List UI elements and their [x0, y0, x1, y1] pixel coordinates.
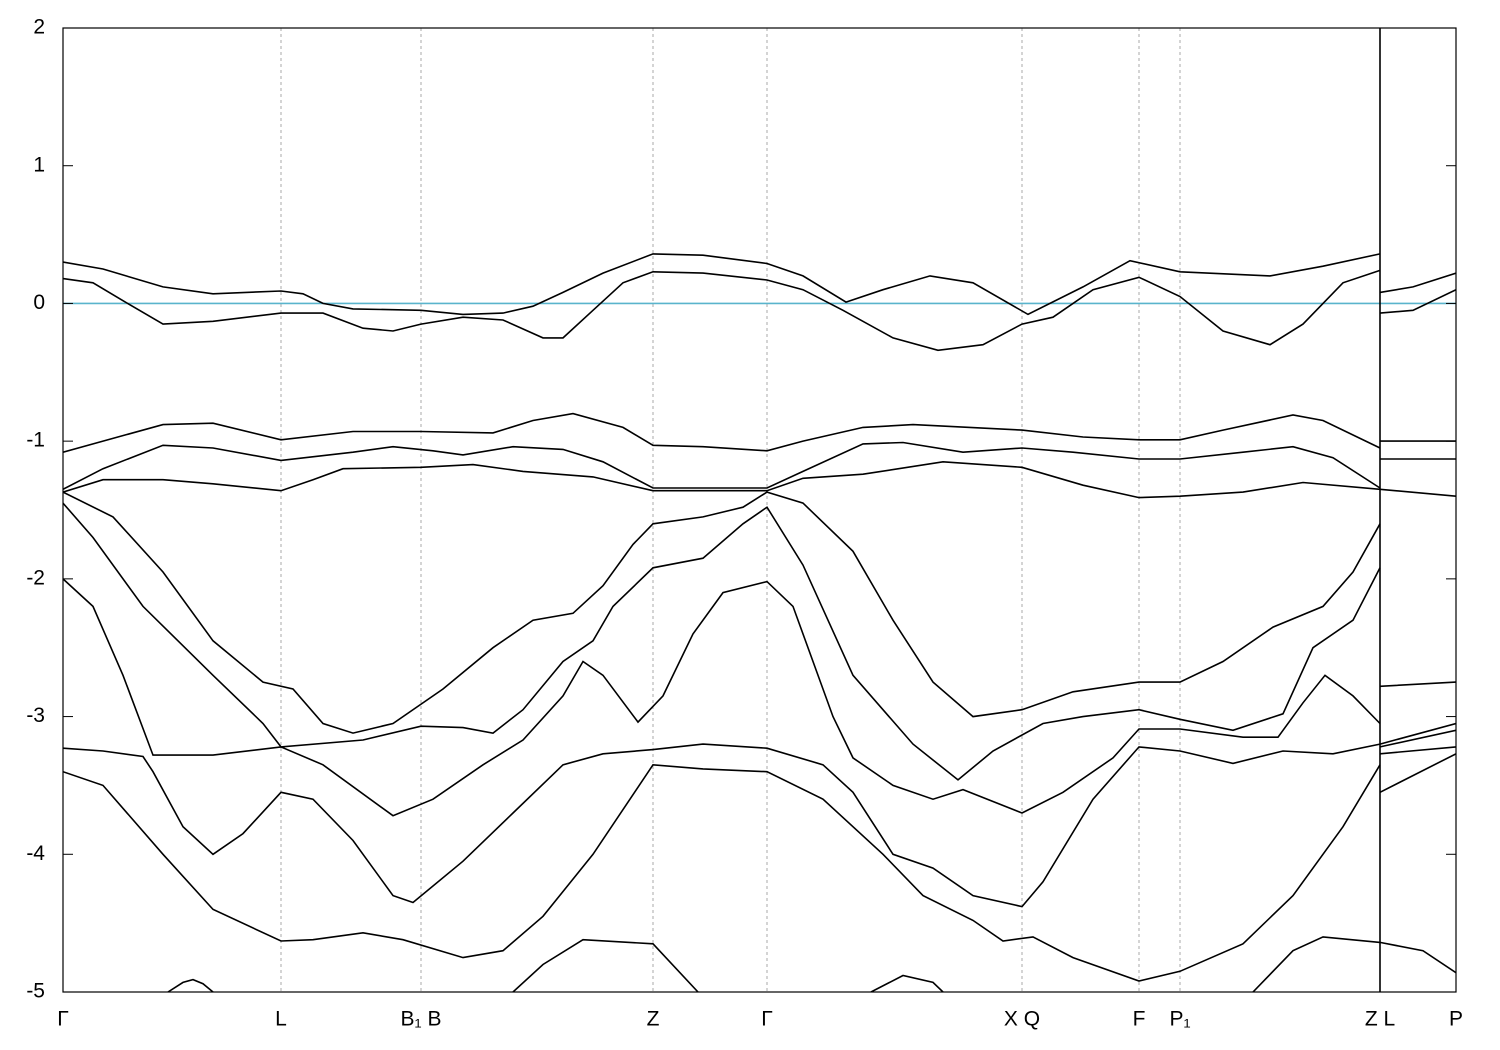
- y-tick-label: 1: [33, 153, 45, 176]
- y-tick-label: 0: [33, 291, 45, 314]
- x-tick-label: X Q: [1004, 1008, 1040, 1031]
- x-tick-label: P₁: [1169, 1008, 1190, 1031]
- plot-frame: [62, 27, 1457, 993]
- band-line: [870, 974, 944, 992]
- band-line: [63, 578, 1456, 817]
- band-line: [63, 460, 1456, 499]
- band-line: [63, 441, 1456, 491]
- y-tick-label: -1: [26, 429, 45, 452]
- x-tick-label: P: [1449, 1008, 1463, 1031]
- axis-layer: Γ L B₁ B Z Γ X Q F P₁ Z L P 2 1 0 -1 -2 -3 -4 -5: [26, 16, 1463, 1031]
- x-tick-label: B₁ B: [401, 1008, 442, 1031]
- x-tick-label: F: [1133, 1008, 1146, 1031]
- band-line: [63, 491, 1456, 734]
- x-tick-label: Z L: [1365, 1008, 1395, 1031]
- band-line: [1252, 936, 1456, 992]
- x-tick-label: L: [275, 1008, 287, 1031]
- x-tick-label: Γ: [57, 1008, 69, 1031]
- band-line: [63, 502, 1456, 781]
- y-tick-label: 2: [33, 16, 45, 39]
- band-layer: [63, 253, 1456, 992]
- y-tick-label: -3: [26, 704, 45, 727]
- band-line: [167, 978, 214, 992]
- y-tick-label: -5: [26, 980, 45, 1003]
- x-tick-label: Z: [647, 1008, 660, 1031]
- band-line: [63, 253, 1456, 316]
- band-line: [63, 269, 1456, 352]
- band-line: [63, 753, 1456, 982]
- band-line: [63, 412, 1456, 453]
- band-line: [63, 743, 1456, 908]
- grid-layer: [62, 28, 1457, 992]
- x-tick-label: Γ: [761, 1008, 773, 1031]
- y-tick-label: -4: [26, 842, 45, 865]
- y-tick-label: -2: [26, 566, 45, 589]
- band-line: [512, 938, 699, 992]
